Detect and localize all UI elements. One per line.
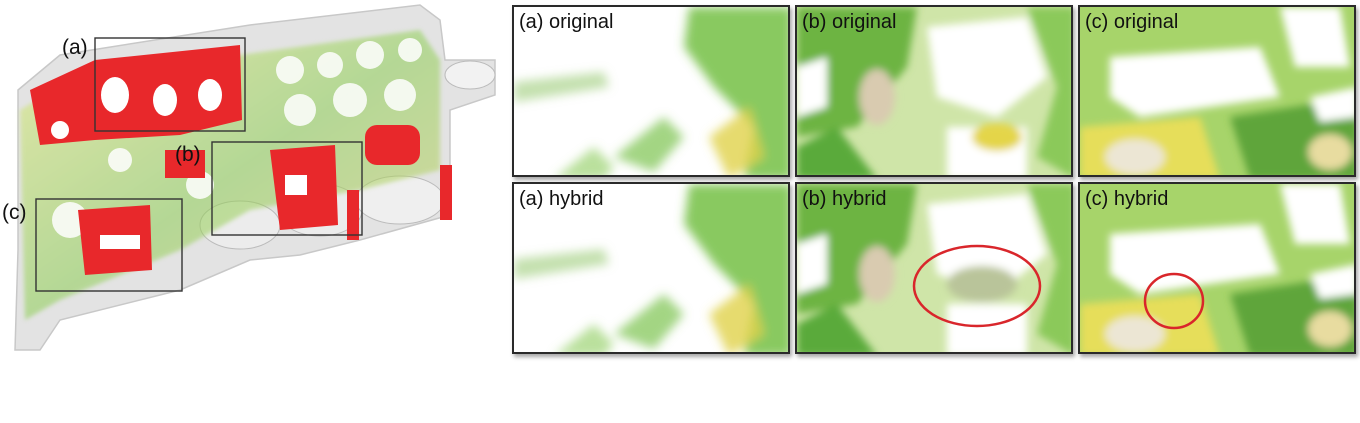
panel-b-original: (b) original	[795, 5, 1073, 177]
overview-render: (a) (b) (c)	[0, 0, 505, 360]
render-c-hybrid	[1080, 184, 1354, 352]
difference-highlight-circle	[912, 244, 1042, 328]
render-b-hybrid	[797, 184, 1071, 352]
difference-highlight-circle	[1143, 272, 1205, 330]
panel-c-original-label: (c) original	[1085, 11, 1179, 33]
callout-box-c	[35, 198, 183, 292]
engine-block-illustration	[14, 4, 496, 351]
callout-box-b	[211, 141, 363, 236]
panel-a-original-label: (a) original	[519, 11, 614, 33]
render-a-original	[514, 7, 788, 175]
panel-b-hybrid: (b) hybrid	[795, 182, 1073, 354]
panel-a-hybrid-label: (a) hybrid	[519, 188, 604, 210]
panel-a-original: (a) original	[512, 5, 790, 177]
panel-b-hybrid-label: (b) hybrid	[802, 188, 887, 210]
panel-c-hybrid: (c) hybrid	[1078, 182, 1356, 354]
callout-label-b: (b)	[175, 143, 201, 166]
panel-c-original: (c) original	[1078, 5, 1356, 177]
callout-label-c: (c)	[2, 201, 27, 224]
render-a-hybrid	[514, 184, 788, 352]
render-b-original	[797, 7, 1071, 175]
panel-b-original-label: (b) original	[802, 11, 897, 33]
callout-label-a: (a)	[62, 36, 88, 59]
panel-c-hybrid-label: (c) hybrid	[1085, 188, 1169, 210]
render-c-original	[1080, 7, 1354, 175]
callout-box-a	[94, 37, 246, 132]
panel-a-hybrid: (a) hybrid	[512, 182, 790, 354]
